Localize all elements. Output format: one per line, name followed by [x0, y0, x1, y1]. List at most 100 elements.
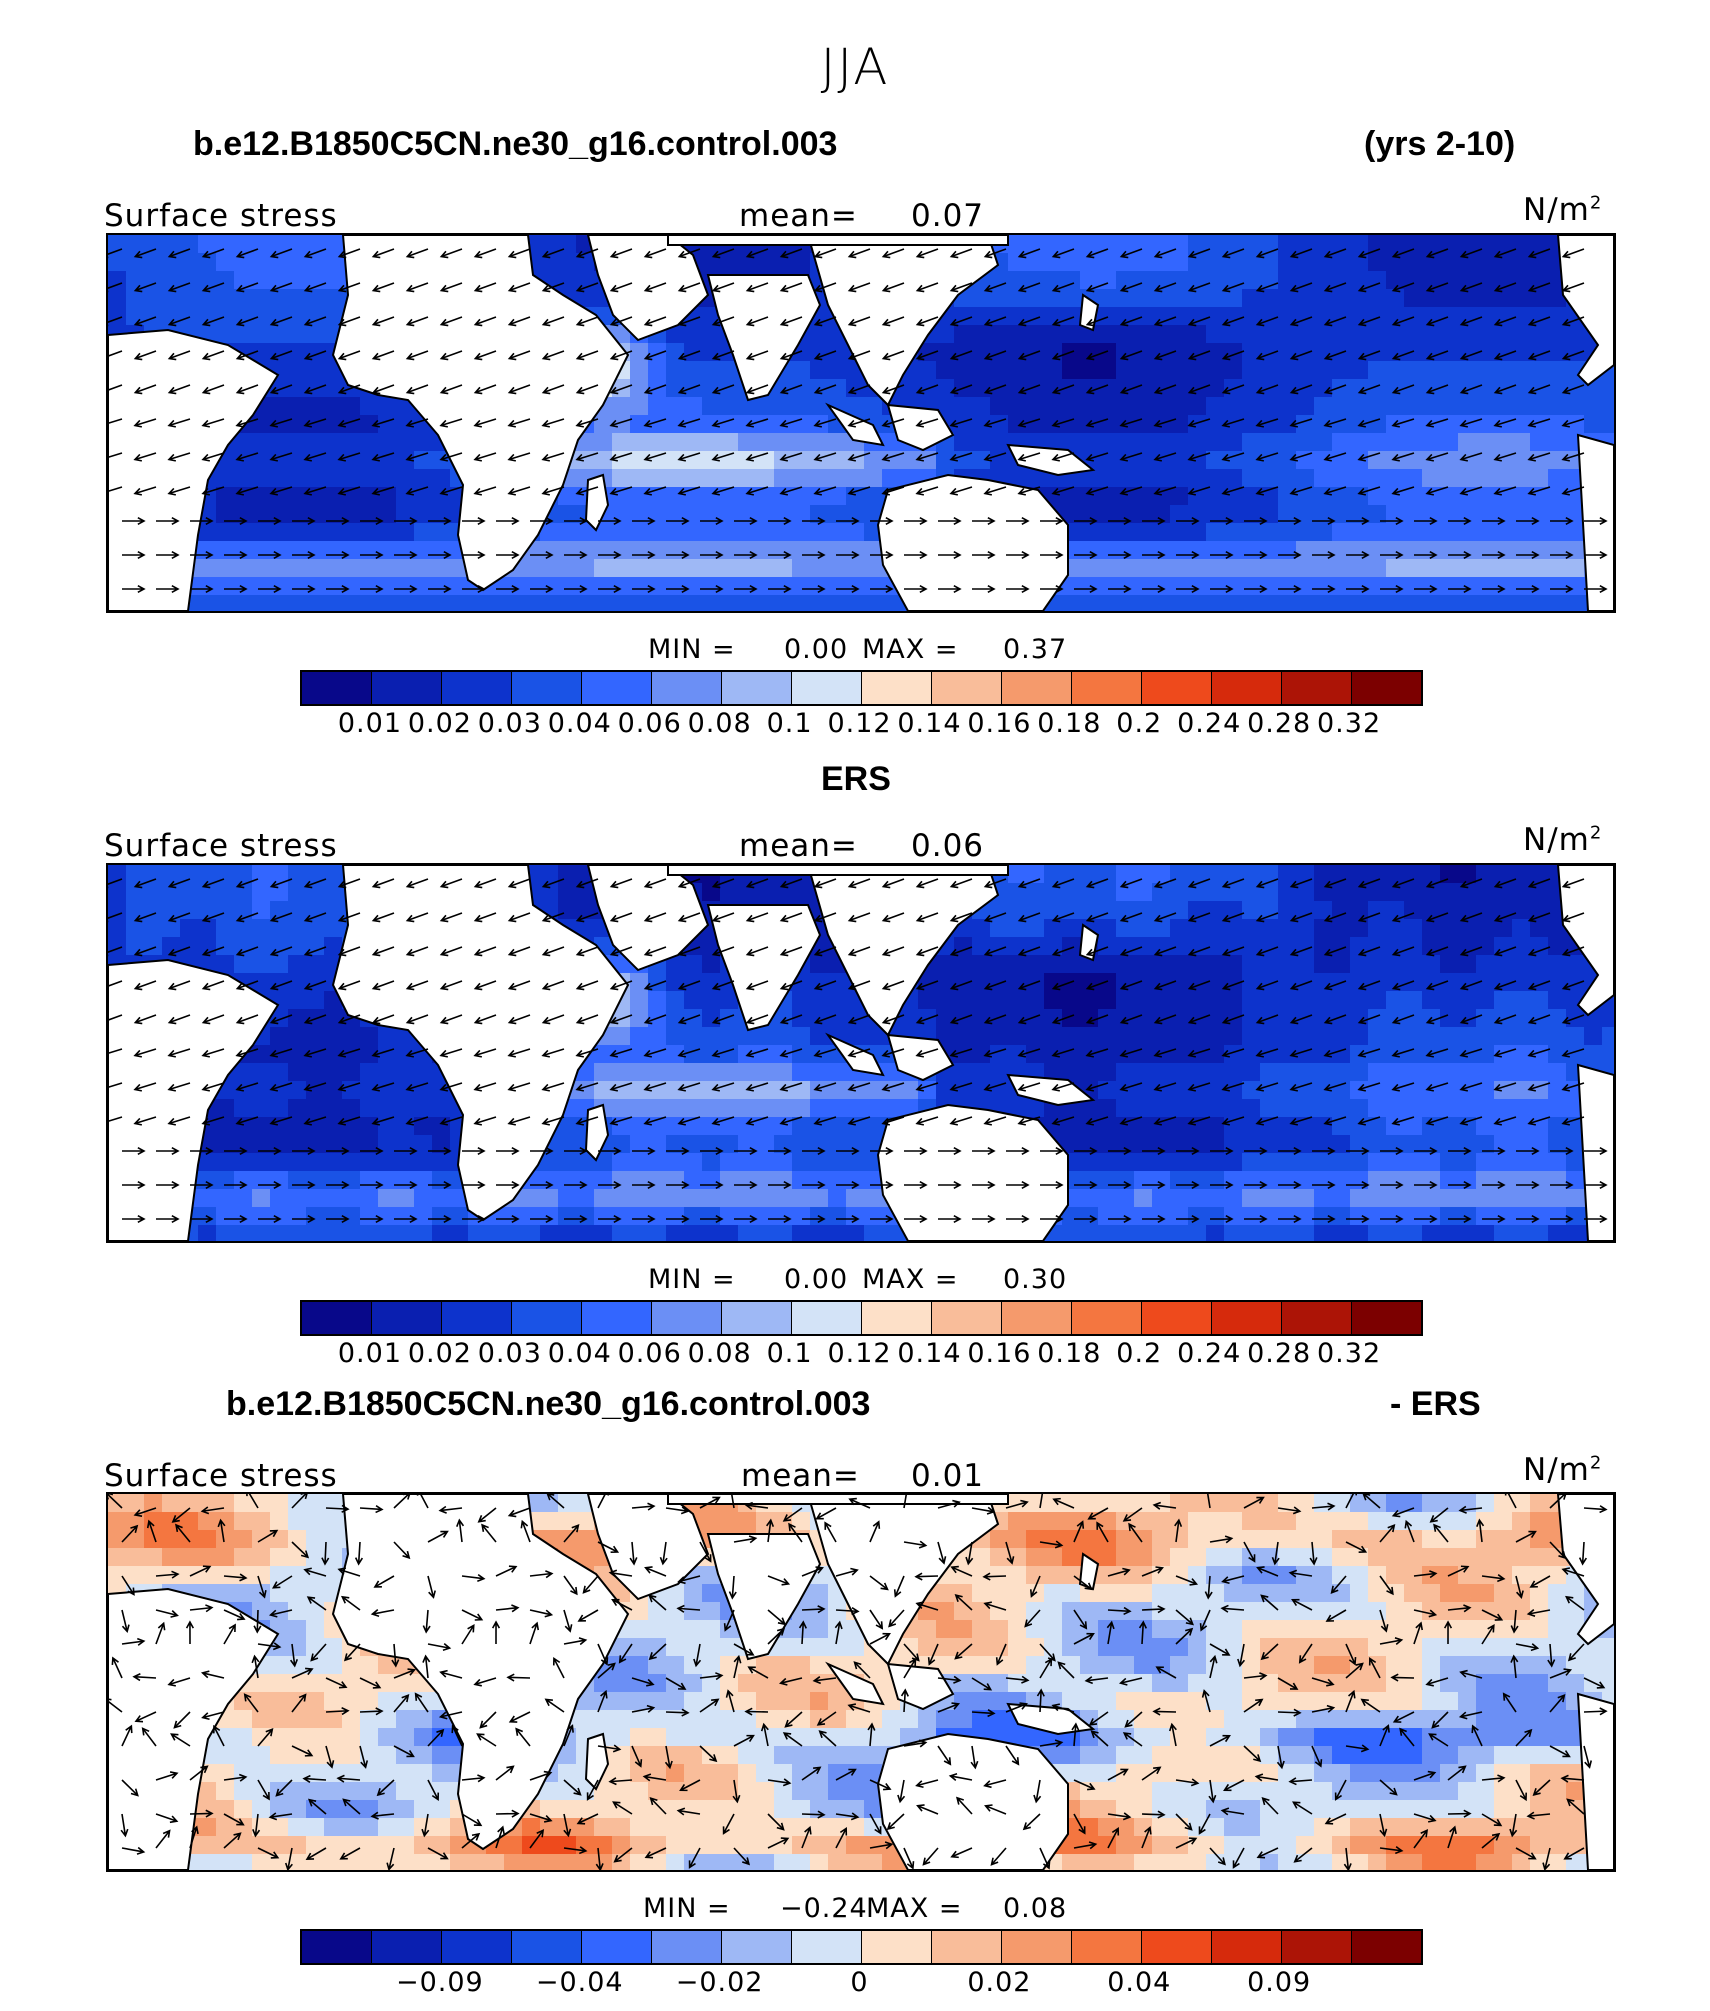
field-cell: [1044, 235, 1063, 254]
field-cell: [558, 1225, 577, 1241]
field-cell: [828, 1189, 847, 1208]
field-cell: [1404, 505, 1423, 524]
wind-vector: [269, 350, 293, 361]
field-cell: [1296, 271, 1315, 290]
field-cell: [288, 919, 307, 938]
field-cell: [1152, 1512, 1171, 1531]
field-cell: [360, 451, 379, 470]
wind-vector: [677, 248, 701, 259]
wind-vector: [1074, 584, 1098, 594]
field-cell: [1422, 901, 1441, 920]
field-cell: [1476, 343, 1495, 362]
field-cell: [594, 1063, 613, 1082]
field-cell: [702, 559, 721, 578]
field-cell: [630, 397, 649, 416]
field-cell: [198, 523, 217, 542]
wind-vector: [439, 1014, 463, 1025]
field-cell: [1188, 955, 1207, 974]
field-cell: [1494, 1171, 1513, 1190]
field-cell: [162, 253, 181, 272]
wind-vector: [133, 946, 157, 957]
field-cell: [288, 1494, 307, 1513]
field-cell: [1548, 991, 1567, 1010]
wind-vector: [1187, 316, 1211, 327]
field-cell: [252, 451, 271, 470]
field-cell: [864, 397, 883, 416]
field-cell: [684, 1027, 703, 1046]
field-cell: [1206, 1494, 1225, 1513]
wind-vector: [813, 350, 837, 361]
wind-vector: [1459, 980, 1483, 991]
field-cell: [954, 433, 973, 452]
field-cell: [1386, 1548, 1405, 1567]
field-cell: [378, 541, 397, 560]
field-cell: [216, 595, 235, 611]
colorbar-tick-label: 0.18: [1037, 708, 1102, 739]
field-cell: [1062, 1027, 1081, 1046]
field-cell: [1206, 235, 1225, 254]
wind-vector: [813, 418, 837, 428]
field-cell: [108, 307, 127, 326]
wind-vector: [847, 282, 871, 293]
field-cell: [1512, 1099, 1531, 1118]
field-cell: [180, 919, 199, 938]
field-cell: [612, 559, 631, 578]
wind-vector: [1357, 1014, 1381, 1025]
wind-vector: [133, 878, 157, 889]
field-cell: [846, 469, 865, 488]
field-cell: [972, 451, 991, 470]
wind-vector: [108, 316, 123, 327]
wind-vector: [1425, 1014, 1449, 1025]
colorbar-tick-label: 0.28: [1247, 708, 1312, 739]
wind-vector: [1493, 486, 1517, 496]
field-cell: [234, 901, 253, 920]
field-cell: [162, 1494, 181, 1513]
field-cell: [270, 1171, 289, 1190]
field-cell: [1242, 487, 1261, 506]
field-cell: [108, 289, 127, 308]
field-cell: [270, 1153, 289, 1172]
field-cell: [1044, 1548, 1063, 1567]
field-cell: [1440, 901, 1459, 920]
field-cell: [1512, 343, 1531, 362]
wind-vector: [643, 912, 667, 923]
field-cell: [630, 1171, 649, 1190]
field-cell: [1314, 595, 1333, 611]
field-cell: [1386, 955, 1405, 974]
field-cell: [1080, 1512, 1099, 1531]
field-cell: [810, 991, 829, 1010]
wind-vector: [1221, 1116, 1245, 1126]
wind-vector: [507, 1116, 531, 1126]
field-cell: [990, 1548, 1009, 1567]
field-cell: [792, 451, 811, 470]
field-cell: [810, 1135, 829, 1154]
field-cell: [378, 1117, 397, 1136]
field-cell: [1386, 253, 1405, 272]
field-cell: [1404, 1099, 1423, 1118]
field-cell: [540, 577, 559, 596]
field-cell: [1242, 1099, 1261, 1118]
wind-vector: [1278, 516, 1302, 526]
field-cell: [270, 1189, 289, 1208]
field-cell: [1440, 433, 1459, 452]
field-cell: [270, 1512, 289, 1531]
field-cell: [342, 1225, 361, 1241]
wind-vector: [915, 878, 939, 889]
field-cell: [1080, 469, 1099, 488]
field-cell: [684, 379, 703, 398]
field-cell: [1548, 469, 1567, 488]
wind-vector: [575, 878, 599, 889]
field-cell: [666, 1063, 685, 1082]
field-cell: [684, 433, 703, 452]
wind-vector: [530, 1180, 554, 1190]
field-cell: [288, 1081, 307, 1100]
wind-vector: [949, 1014, 973, 1025]
wind-vector: [745, 486, 769, 496]
field-cell: [1458, 433, 1477, 452]
field-cell: [198, 235, 217, 254]
wind-vector: [1527, 1048, 1551, 1058]
field-cell: [738, 451, 757, 470]
field-cell: [414, 541, 433, 560]
field-cell: [828, 1081, 847, 1100]
wind-vector: [439, 878, 463, 889]
